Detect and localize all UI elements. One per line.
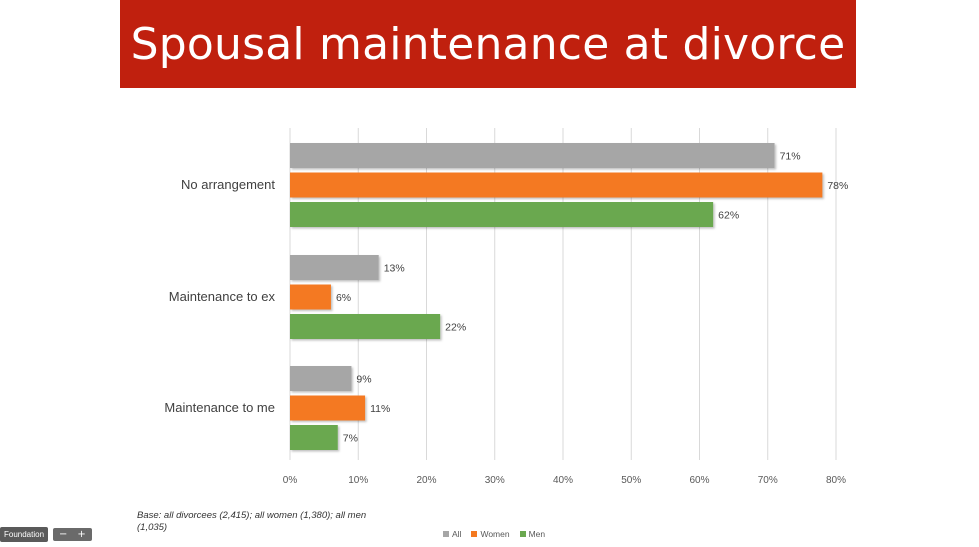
page-title: Spousal maintenance at divorce (130, 18, 846, 70)
title-banner: Spousal maintenance at divorce (120, 0, 856, 88)
legend-item-men: Men (519, 529, 546, 539)
legend-item-all: All (443, 529, 461, 539)
x-tick-label: 80% (826, 475, 846, 486)
data-label: 78% (827, 180, 848, 192)
bar-women (290, 284, 331, 310)
category-label: No arrangement (181, 177, 275, 192)
legend-swatch-women (471, 531, 478, 537)
x-tick-label: 20% (416, 475, 436, 486)
x-tick-label: 10% (348, 475, 368, 486)
data-label: 9% (356, 374, 371, 386)
zoom-out-button[interactable]: − (59, 529, 68, 540)
base-note: Base: all divorcees (2,415); all women (… (137, 510, 367, 533)
bar-all (290, 366, 352, 391)
foundation-button[interactable]: Foundation (0, 527, 49, 542)
legend-item-women: Women (471, 529, 510, 539)
legend-label-women: Women (480, 529, 510, 539)
legend-label-men: Men (528, 529, 546, 539)
zoom-controls: − + (53, 528, 92, 541)
legend-label-all: All (452, 529, 462, 539)
data-label: 22% (445, 322, 466, 334)
chart-legend: All Women Men (443, 529, 545, 539)
bar-men (290, 425, 338, 450)
data-label: 11% (370, 403, 390, 415)
bar-all (290, 143, 775, 168)
x-tick-label: 50% (621, 475, 641, 486)
x-tick-label: 70% (758, 475, 778, 486)
bar-men (290, 314, 441, 339)
foundation-toolbar: Foundation − + (0, 527, 92, 542)
zoom-in-button[interactable]: + (77, 529, 86, 540)
legend-swatch-men (519, 531, 526, 537)
x-tick-label: 0% (283, 475, 298, 486)
data-label: 62% (718, 210, 739, 222)
bar-all (290, 255, 379, 280)
data-label: 13% (384, 263, 405, 275)
x-tick-label: 40% (553, 475, 573, 486)
category-label: Maintenance to me (164, 400, 275, 415)
bar-women (290, 395, 366, 421)
x-tick-label: 30% (485, 475, 505, 486)
bar-women (290, 172, 823, 198)
data-label: 6% (336, 292, 351, 304)
x-tick-label: 60% (689, 475, 709, 486)
bar-men (290, 202, 714, 227)
data-label: 71% (780, 151, 801, 163)
legend-swatch-all (443, 531, 449, 537)
data-label: 7% (343, 433, 358, 445)
category-label: Maintenance to ex (169, 289, 276, 304)
